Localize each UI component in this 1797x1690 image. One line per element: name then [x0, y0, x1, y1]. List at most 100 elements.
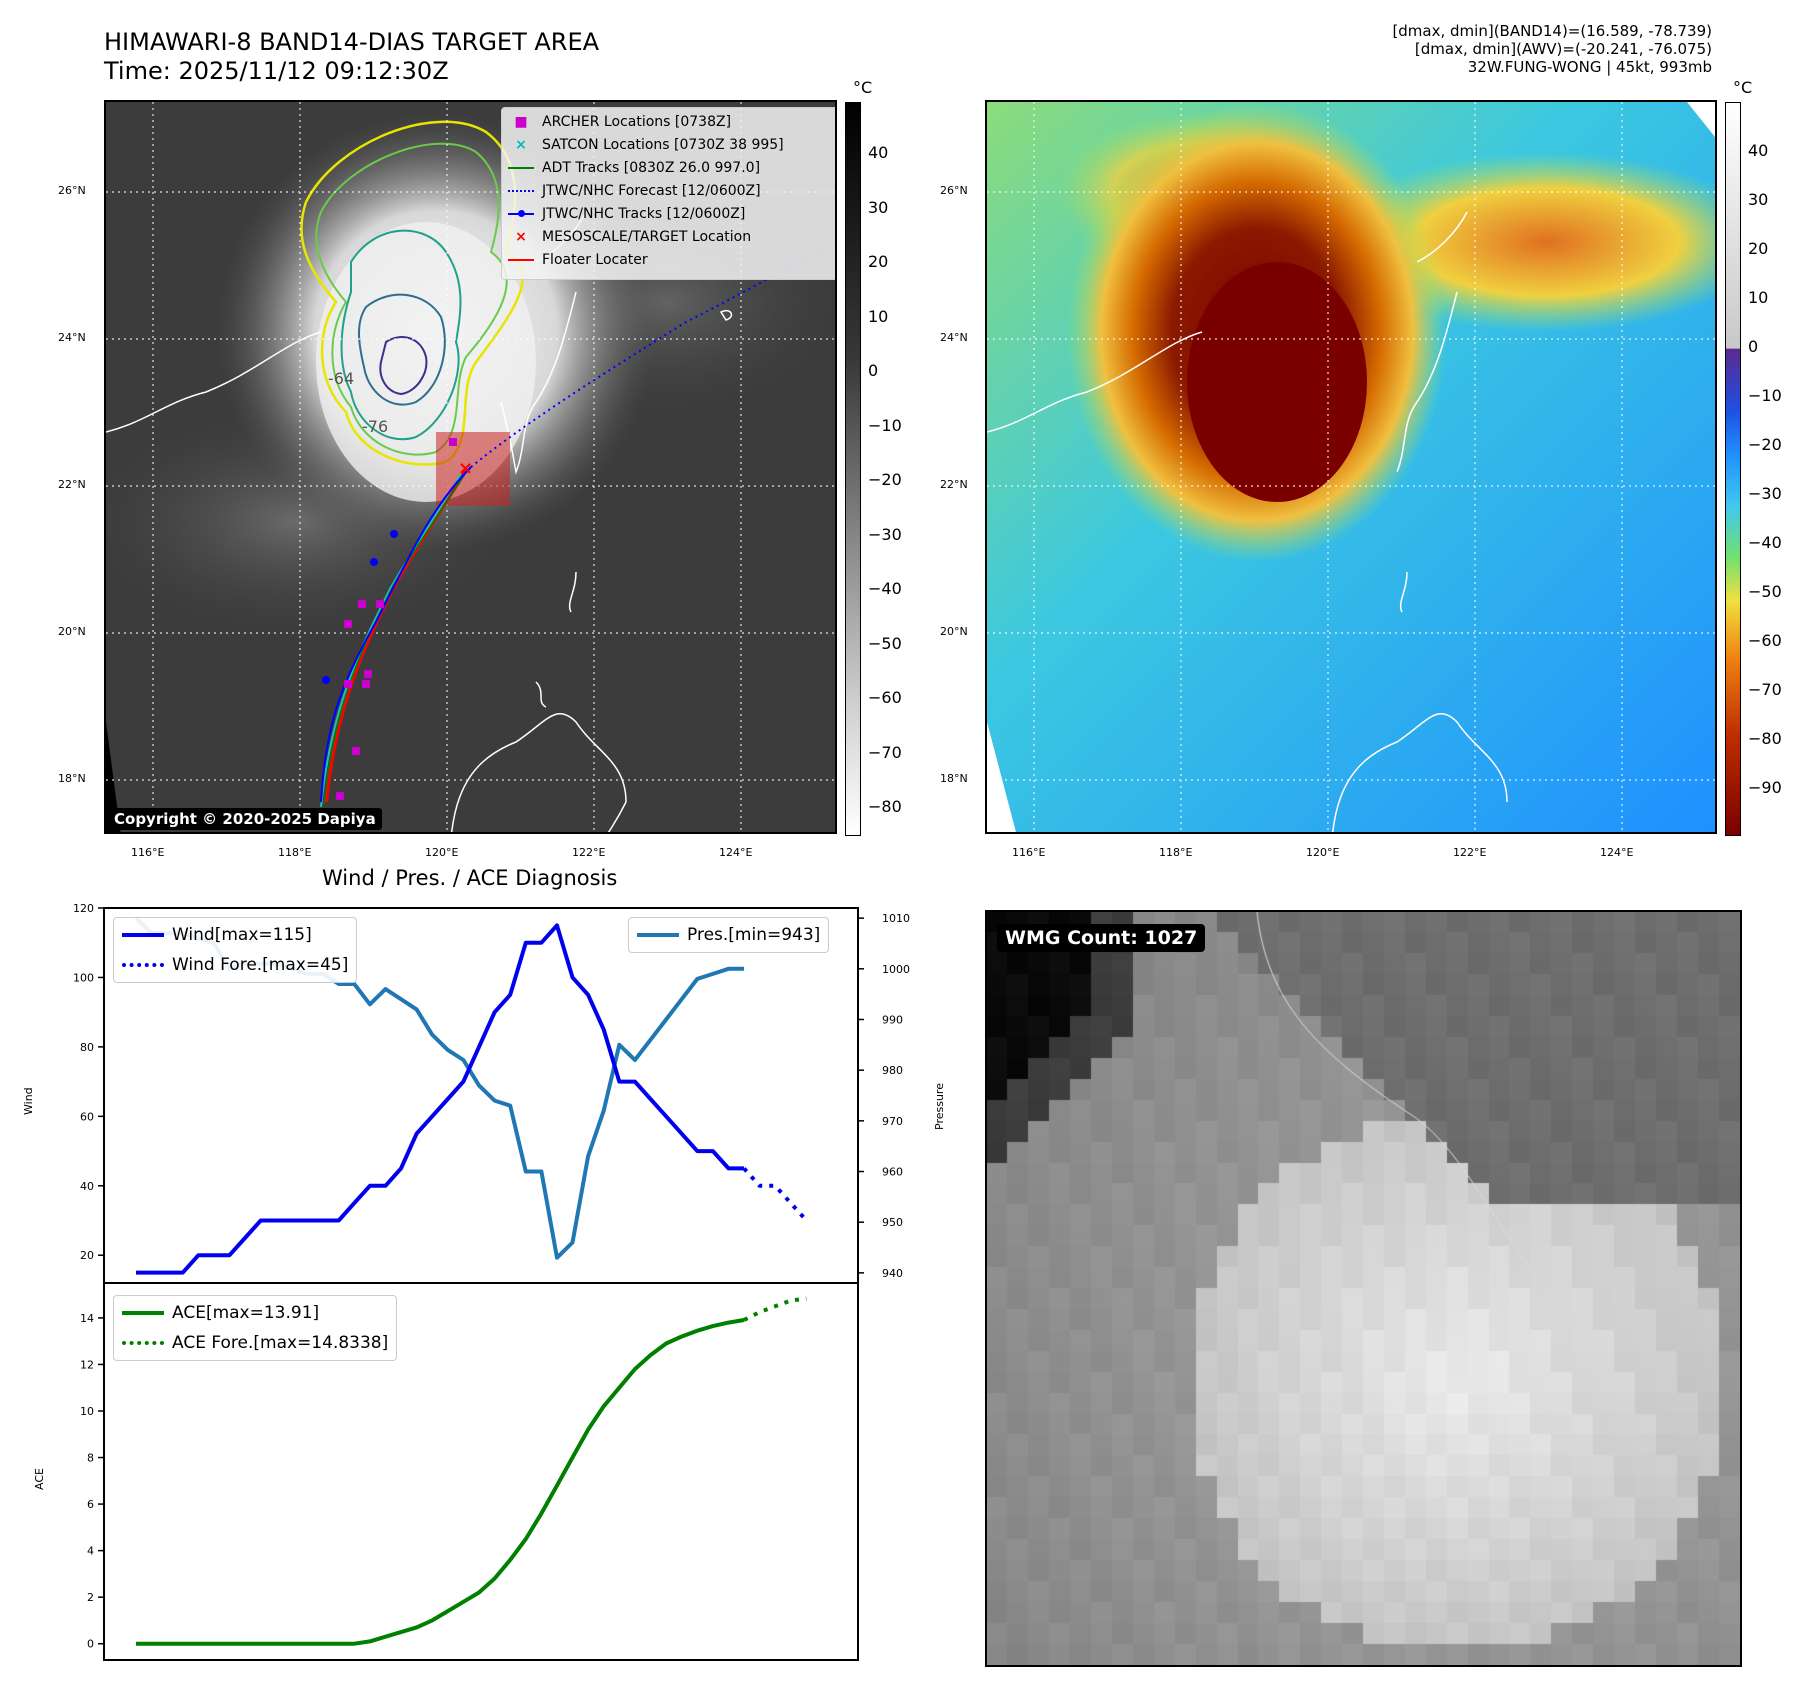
lon-label: 122°E: [572, 846, 606, 859]
ace-legend: ACE[max=13.91] ACE Fore.[max=14.8338]: [113, 1295, 398, 1361]
stats-text: [dmax, dmin](BAND14)=(16.589, -78.739) […: [1392, 22, 1712, 76]
y-tick-label: 14: [80, 1312, 94, 1325]
lon-label: 120°E: [1306, 846, 1340, 859]
diagnosis-title: Wind / Pres. / ACE Diagnosis: [322, 866, 618, 890]
colorbar-tick: −20: [1748, 435, 1782, 454]
legend-item: JTWC/NHC Tracks [12/0600Z]: [508, 202, 835, 225]
wmg-count-label: WMG Count: 1027: [997, 924, 1206, 952]
legend-item: × SATCON Locations [0730Z 38 995]: [515, 136, 784, 153]
legend-item: ACE[max=13.91]: [122, 1298, 388, 1328]
lon-label: 116°E: [1012, 846, 1046, 859]
colorbar-tick: 30: [868, 197, 889, 217]
colorbar-tick: −80: [1748, 729, 1782, 748]
colorbar-tick: 0: [868, 361, 879, 380]
legend-item: Pres.[min=943]: [637, 920, 820, 950]
legend-item: JTWC/NHC Forecast [12/0600Z]: [508, 179, 835, 202]
colorbar-tick: −80: [868, 797, 902, 816]
legend-item: × MESOSCALE/TARGET Location: [515, 228, 752, 245]
wind-forecast-line: [742, 1167, 808, 1222]
colorbar-tick: −70: [1748, 680, 1782, 699]
wmg-panel: WMG Count: 1027: [985, 910, 1742, 1667]
colorbar-tick: 40: [868, 143, 889, 162]
enhanced-map-image: [987, 102, 1715, 832]
lat-label: 18°N: [940, 772, 968, 785]
colorbar-tick: −90: [1748, 778, 1782, 797]
y-tick-label: 80: [80, 1041, 94, 1054]
colorbar-tick: −20: [868, 470, 902, 489]
y-tick-label: 8: [87, 1452, 94, 1465]
copyright-label: Copyright © 2020-2025 Dapiya: [108, 808, 382, 830]
y-tick-label: 980: [882, 1064, 903, 1077]
lon-label: 124°E: [719, 846, 753, 859]
enhanced-map-panel: [985, 100, 1717, 834]
lon-label: 116°E: [131, 846, 165, 859]
y-tick-label: 20: [80, 1249, 94, 1262]
y-tick-label: 40: [80, 1180, 94, 1193]
colorbar-tick: −70: [868, 742, 902, 762]
y-tick-label: 0: [87, 1638, 94, 1651]
svg-text:×: ×: [458, 458, 473, 479]
wind-line: [136, 923, 744, 1275]
colorbar-tick: −40: [1748, 533, 1782, 552]
pressure-legend: Pres.[min=943]: [628, 917, 830, 953]
wind-legend: Wind[max=115] Wind Fore.[max=45]: [113, 917, 358, 983]
ace-line: [136, 1318, 745, 1646]
lat-label: 26°N: [940, 184, 968, 197]
lon-label: 120°E: [425, 846, 459, 859]
lat-label: 24°N: [58, 331, 86, 344]
y-tick-label: 940: [882, 1267, 903, 1280]
legend-item: Floater Locater: [508, 248, 835, 271]
contour-label: -64: [328, 369, 354, 388]
ace-forecast-line: [743, 1296, 807, 1322]
lat-label: 24°N: [940, 331, 968, 344]
legend-item: Wind[max=115]: [122, 920, 348, 950]
ir-map-panel: -64 -76 ×: [104, 100, 837, 834]
y-tick-label: 970: [882, 1115, 903, 1128]
colorbar-tick: −60: [1748, 631, 1782, 650]
legend-item: ACE Fore.[max=14.8338]: [122, 1328, 388, 1358]
legend-item: Wind Fore.[max=45]: [122, 950, 348, 980]
lat-label: 20°N: [58, 625, 86, 638]
y-tick-label: 10: [80, 1405, 94, 1418]
colorbar-tick: −30: [1748, 484, 1782, 503]
colorbar-tick: −60: [868, 688, 902, 707]
y-tick-label: 6: [87, 1498, 94, 1511]
y-tick-label: 100: [73, 971, 94, 984]
map-legend: ■ ARCHER Locations [0738Z] × SATCON Locati…: [501, 107, 835, 280]
lat-label: 18°N: [58, 772, 86, 785]
y-tick-label: 60: [80, 1110, 94, 1123]
figure-title: HIMAWARI-8 BAND14-DIAS TARGET AREA Time:…: [104, 28, 600, 85]
colorbar-tick: −40: [868, 579, 902, 598]
lon-label: 118°E: [1159, 846, 1193, 859]
colorbar-tick: −50: [1748, 582, 1782, 601]
lat-label: 26°N: [58, 184, 86, 197]
ir-colorbar: [845, 102, 861, 836]
colorbar-unit: °C: [1733, 78, 1753, 97]
colorbar-tick: 0: [1748, 337, 1759, 356]
lon-label: 124°E: [1600, 846, 1634, 859]
ace-axes-frame: [103, 1282, 859, 1661]
colorbar-tick: −10: [1748, 386, 1782, 405]
lat-label: 22°N: [940, 478, 968, 491]
colorbar-unit: °C: [853, 78, 873, 97]
lon-label: 118°E: [278, 846, 312, 859]
y-tick-label: 12: [80, 1358, 94, 1371]
colorbar-tick: 20: [868, 252, 889, 271]
y-tick-label: 2: [87, 1591, 94, 1604]
legend-item: ■ ARCHER Locations [0738Z]: [514, 113, 732, 130]
lat-label: 20°N: [940, 625, 968, 638]
colorbar-tick: −10: [868, 415, 902, 435]
y-tick-label: 960: [882, 1166, 903, 1179]
y-tick-label: 4: [87, 1545, 94, 1558]
colorbar-tick: −50: [868, 633, 902, 653]
y-tick-label: 1000: [882, 963, 910, 976]
colorbar-tick: 10: [1748, 288, 1769, 307]
y-tick-label: 120: [73, 902, 94, 915]
colorbar-tick: 40: [1748, 141, 1769, 160]
contour-label: -76: [362, 417, 388, 436]
y-tick-label: 950: [882, 1216, 903, 1229]
y-tick-label: 1010: [882, 912, 910, 925]
colorbar-tick: −30: [868, 524, 902, 544]
colorbar-tick: 20: [1748, 239, 1769, 258]
